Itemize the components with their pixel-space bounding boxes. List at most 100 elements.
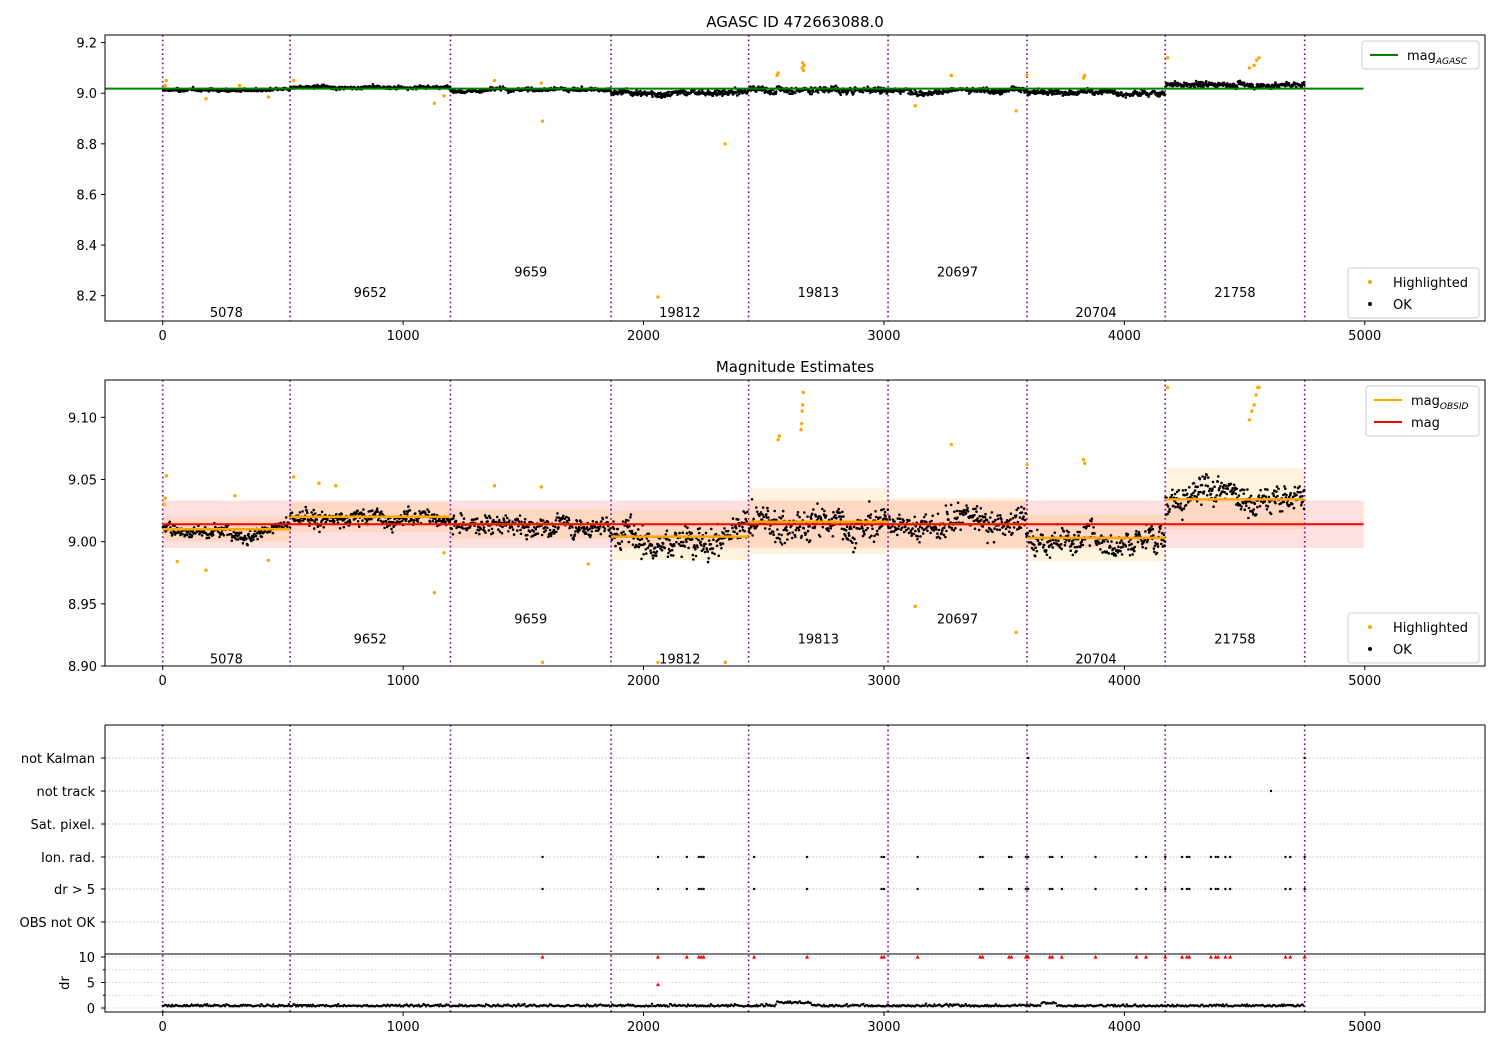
- ok-point: [1012, 526, 1016, 529]
- ok-point: [694, 548, 697, 551]
- highlighted-point: [801, 68, 806, 73]
- ok-point: [333, 519, 336, 523]
- ok-point: [1095, 543, 1098, 546]
- ok-point: [1205, 473, 1208, 477]
- ok-point: [470, 518, 474, 522]
- ok-point: [320, 510, 324, 514]
- upper-legend-box: [1361, 40, 1480, 70]
- ok-point: [1210, 489, 1214, 493]
- highlighted-point: [1257, 385, 1261, 390]
- ok-point: [1285, 501, 1289, 504]
- ok-point: [853, 546, 857, 550]
- ok-point: [1264, 488, 1267, 491]
- ok-point: [917, 93, 921, 97]
- ok-point: [686, 526, 689, 530]
- ok-point: [900, 526, 904, 529]
- ok-point: [1050, 543, 1053, 546]
- ok-point: [1138, 533, 1141, 536]
- ok-point: [629, 513, 633, 516]
- ok-point: [479, 527, 483, 531]
- ok-point: [914, 529, 917, 533]
- ok-point: [1057, 89, 1060, 92]
- ok-point: [1230, 489, 1233, 492]
- ok-point: [733, 530, 736, 534]
- ok-point: [863, 532, 866, 536]
- highlighted-point: [800, 403, 805, 407]
- highlighted-point: [1252, 403, 1256, 407]
- ok-point: [519, 532, 523, 536]
- ok-point: [749, 85, 752, 88]
- ok-point: [989, 516, 992, 519]
- dr-point: [270, 1005, 274, 1008]
- ok-point: [282, 521, 286, 524]
- ok-point: [1153, 550, 1156, 554]
- ok-point: [1051, 538, 1055, 542]
- ok-point: [544, 529, 548, 532]
- ok-point: [1232, 483, 1236, 487]
- ok-point: [1119, 549, 1122, 553]
- ok-point: [722, 532, 725, 535]
- ok-point: [1045, 553, 1049, 556]
- ok-point: [837, 507, 840, 511]
- flag-point: [1144, 855, 1148, 859]
- ok-point: [1184, 503, 1188, 507]
- ok-point: [823, 509, 826, 513]
- ok-point: [697, 538, 700, 542]
- ok-point: [1064, 541, 1067, 544]
- highlighted-point: [913, 604, 917, 609]
- ok-point: [697, 89, 701, 93]
- panel-agasc: AGASC ID 472663088.0 5078965296591981219…: [76, 13, 1486, 344]
- ok-point: [486, 520, 490, 523]
- ok-point: [916, 535, 920, 538]
- ok-point: [911, 527, 914, 530]
- x-tick-label: 4000: [1108, 674, 1141, 689]
- flag-point: [1224, 887, 1227, 891]
- ok-point: [1288, 493, 1292, 497]
- ok-point: [554, 519, 558, 522]
- highlighted-point: [800, 421, 804, 426]
- ok-point: [1204, 484, 1207, 487]
- ok-point: [1201, 475, 1204, 478]
- ok-point: [926, 529, 929, 532]
- ok-point: [675, 540, 678, 544]
- ok-point: [883, 510, 887, 514]
- ok-point: [565, 515, 568, 519]
- dr-point: [523, 1002, 526, 1006]
- x-tick-label: 1000: [387, 674, 420, 689]
- y-tick-label: 9.05: [68, 473, 97, 488]
- ok-point: [759, 511, 763, 514]
- flag-point: [1135, 887, 1138, 891]
- dr-point: [335, 1005, 339, 1008]
- dr-point: [438, 1005, 441, 1008]
- ok-point: [1202, 490, 1206, 494]
- obsid-label: 5078: [210, 306, 243, 321]
- ok-point: [424, 511, 427, 515]
- ok-point: [985, 518, 989, 522]
- ok-point: [1075, 549, 1078, 553]
- x-tick-label: 0: [159, 674, 167, 689]
- ok-point: [532, 530, 535, 533]
- ok-point: [862, 530, 866, 534]
- highlighted-point: [1081, 457, 1086, 462]
- flag-point: [1010, 855, 1013, 859]
- ok-point: [868, 500, 871, 503]
- ok-point: [1222, 487, 1225, 490]
- flag-row-label: not track: [36, 785, 95, 800]
- ok-point: [1153, 90, 1157, 93]
- ok-point: [507, 530, 510, 533]
- ok-point: [706, 89, 710, 92]
- flag-point: [981, 887, 984, 891]
- ok-point: [1231, 486, 1234, 490]
- ok-point: [618, 542, 622, 546]
- ok-point: [567, 90, 570, 94]
- ok-point: [1221, 490, 1224, 493]
- ok-point: [1262, 494, 1266, 498]
- ok-point: [821, 525, 825, 529]
- ok-point: [1223, 491, 1226, 494]
- lower-legend-box: [1347, 267, 1480, 319]
- ok-point: [365, 519, 369, 523]
- ok-point: [938, 537, 942, 540]
- ok-point: [416, 520, 420, 523]
- ok-point: [965, 504, 968, 507]
- ok-point: [721, 94, 724, 97]
